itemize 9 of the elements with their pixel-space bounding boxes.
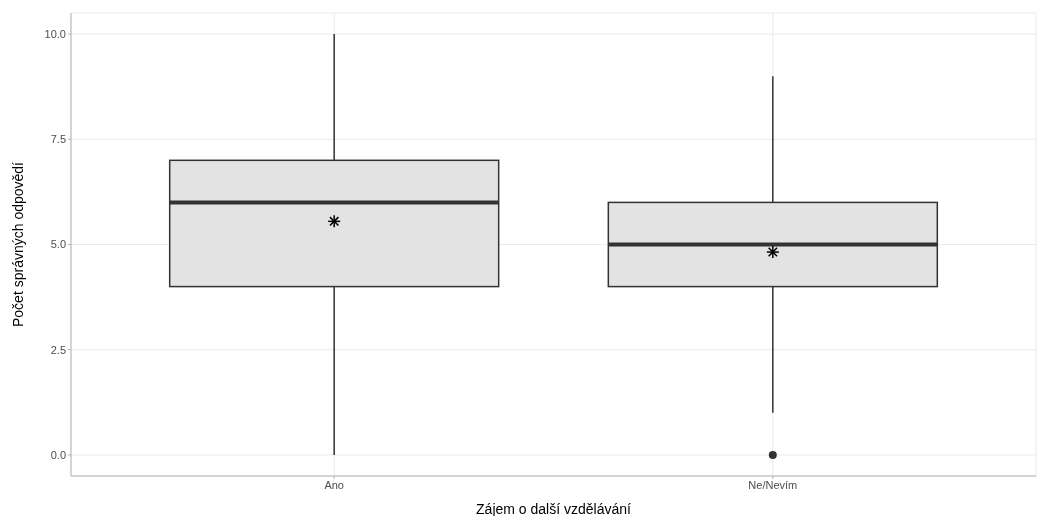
x-tick-label: Ano xyxy=(324,478,344,491)
y-tick-label: 5.0 xyxy=(50,238,66,251)
y-tick-label: 10.0 xyxy=(44,27,66,40)
y-tick-label: 7.5 xyxy=(50,133,66,146)
y-tick-label: 2.5 xyxy=(50,343,66,356)
x-tick-label: Ne/Nevím xyxy=(748,478,798,491)
y-tick-label: 0.0 xyxy=(50,448,66,461)
y-axis-title: Počet správných odpovědí xyxy=(9,161,26,327)
x-axis-title: Zájem o další vzdělávání xyxy=(476,501,632,517)
